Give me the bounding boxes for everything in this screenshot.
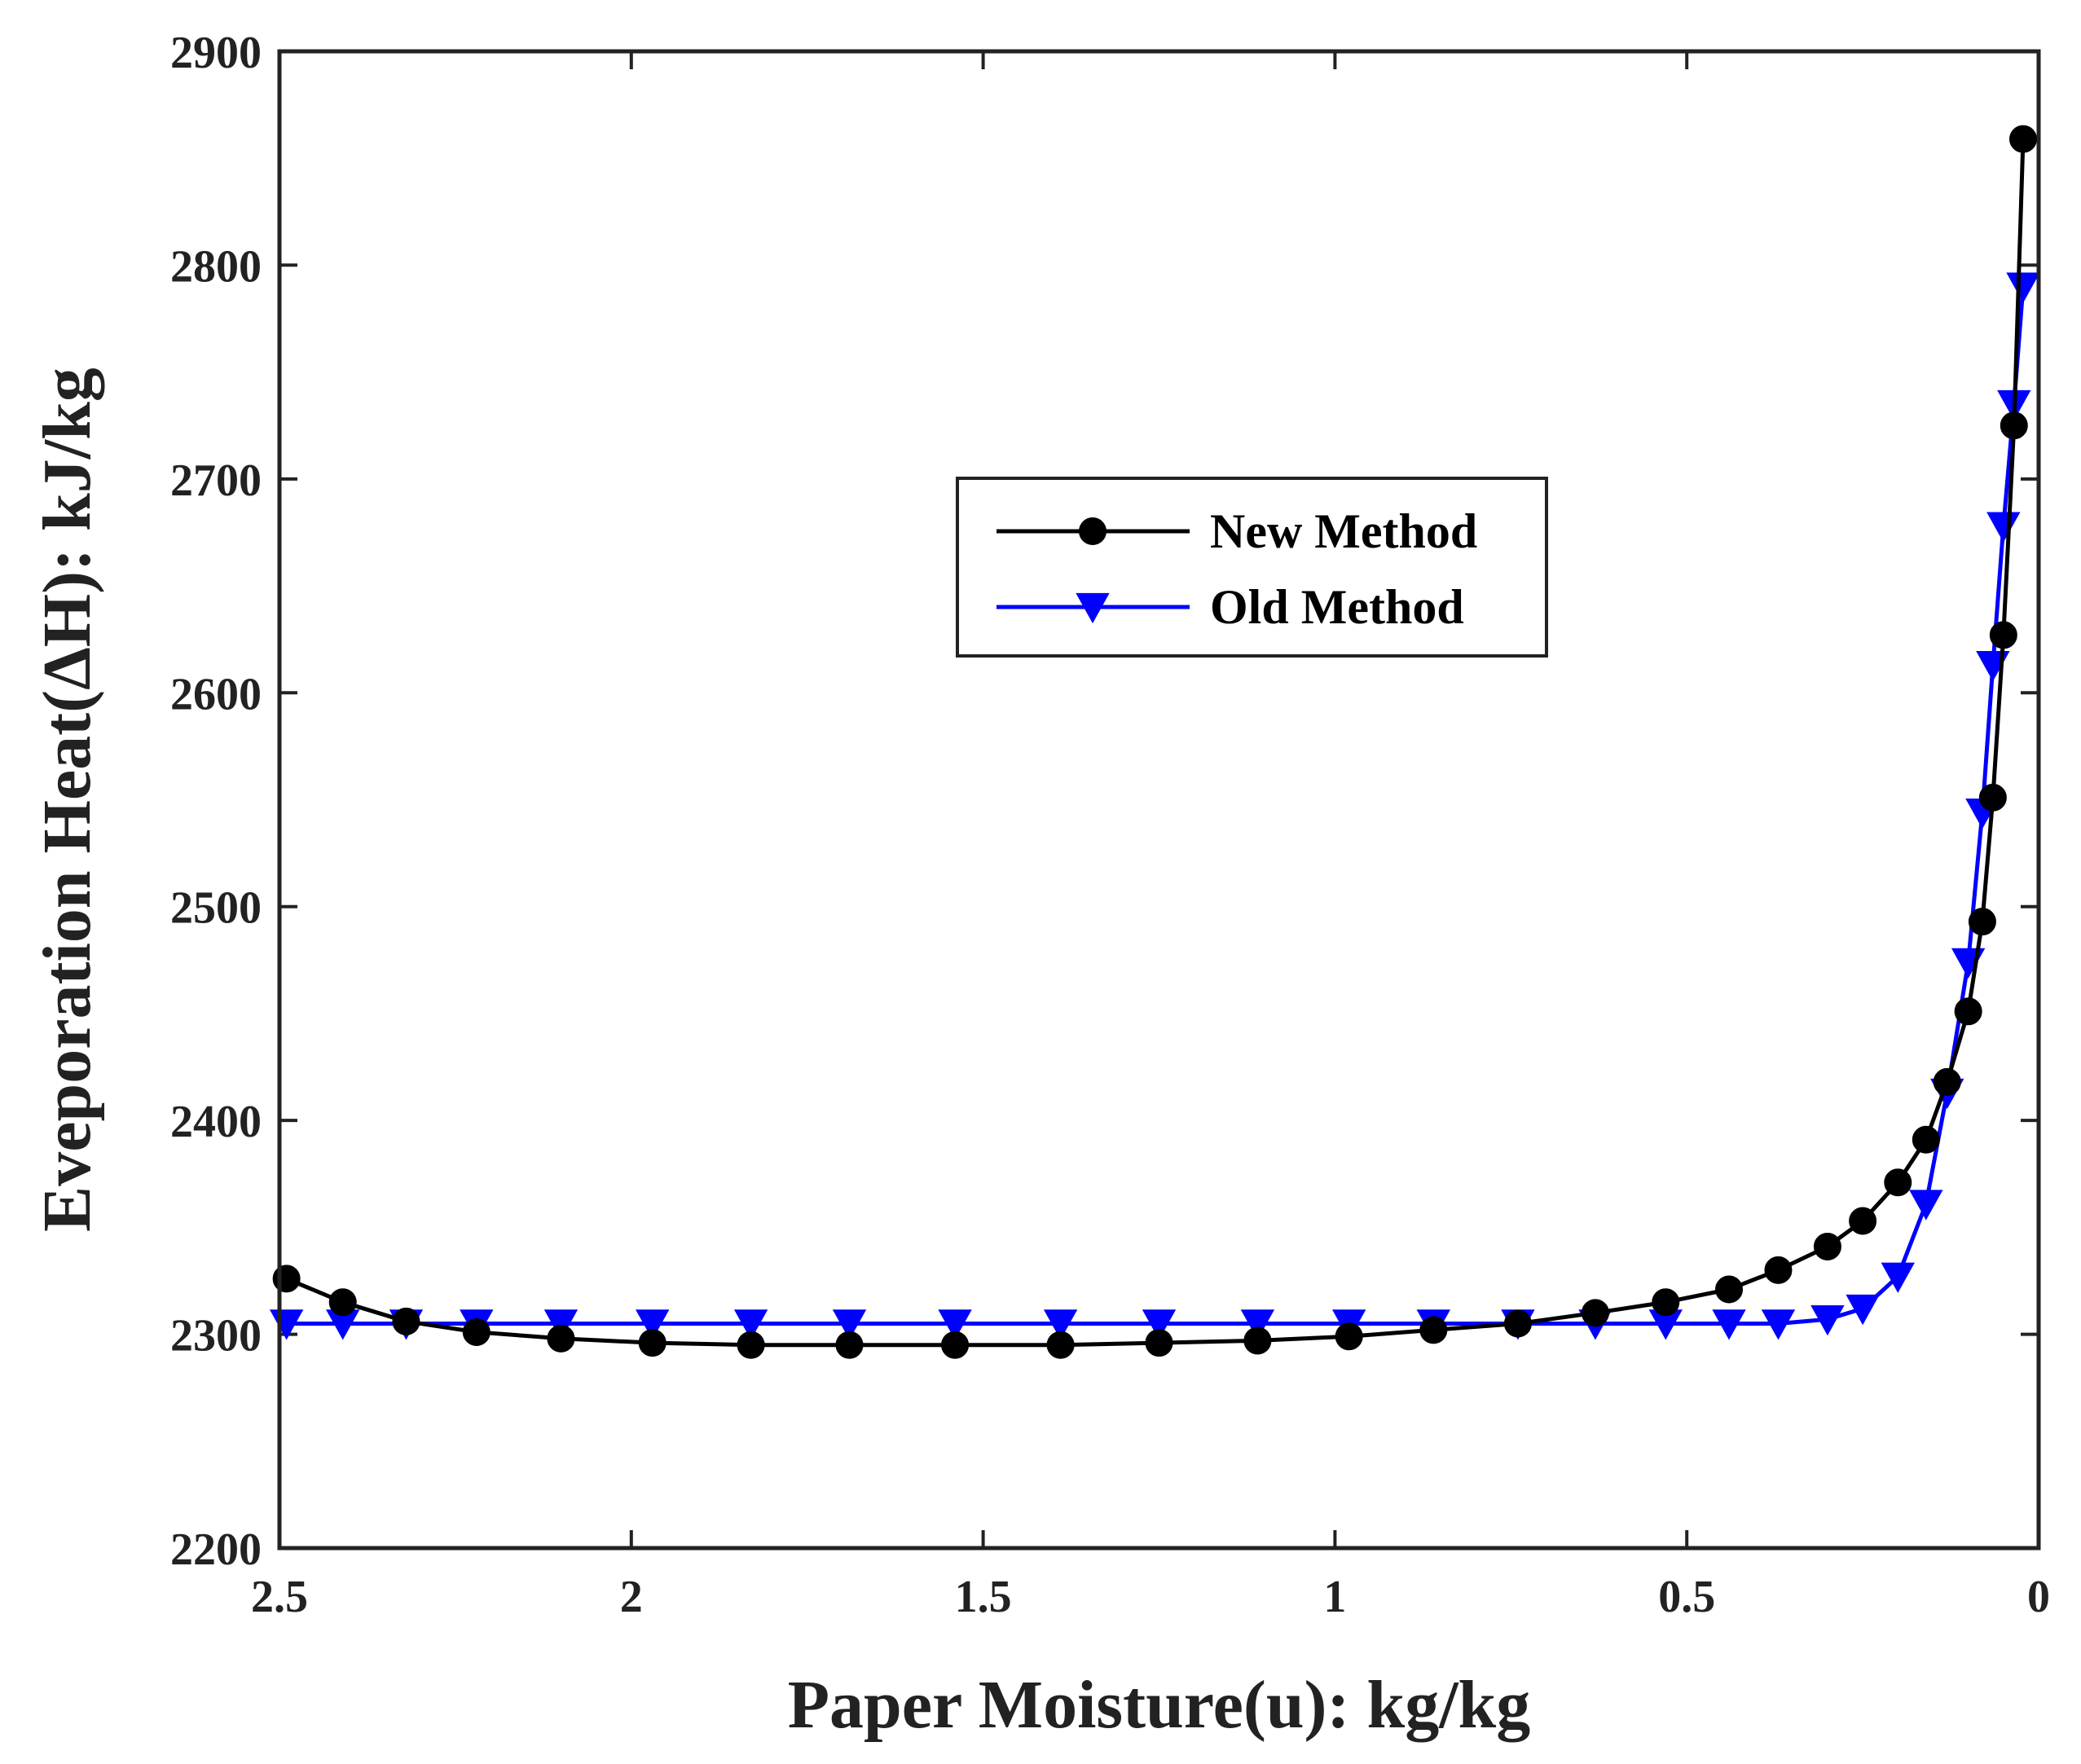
data-point-new-method bbox=[835, 1331, 864, 1359]
y-tick-label: 2400 bbox=[170, 1097, 262, 1147]
data-point-new-method bbox=[1933, 1067, 1961, 1096]
y-tick-label: 2800 bbox=[170, 241, 262, 292]
series-line-old-method bbox=[286, 286, 2026, 1326]
series-line-new-method bbox=[285, 139, 2026, 1348]
x-tick-label: 2.5 bbox=[251, 1572, 308, 1622]
data-point-new-method bbox=[1046, 1331, 1075, 1359]
data-point-old-method bbox=[1712, 1309, 1746, 1340]
y-tick-label: 2300 bbox=[170, 1311, 262, 1361]
data-point-new-method bbox=[392, 1307, 420, 1335]
data-point-old-method bbox=[1043, 1309, 1078, 1340]
axes-layer: 2.5 2 1.5 1 0.5 0 2200 2300 2400 2500 2600 2700 2800… bbox=[170, 28, 2050, 1622]
data-point-new-method bbox=[462, 1318, 491, 1346]
data-point-old-method bbox=[543, 1309, 579, 1340]
y-tick-label: 2500 bbox=[170, 883, 262, 934]
data-point-old-method bbox=[733, 1309, 768, 1340]
data-point-new-method bbox=[2000, 411, 2028, 440]
data-point-new-method bbox=[328, 1288, 357, 1317]
data-point-old-method bbox=[938, 1309, 972, 1340]
data-point-old-method bbox=[832, 1309, 867, 1340]
data-point-new-method bbox=[1145, 1329, 1173, 1357]
data-point-new-method bbox=[1989, 621, 2017, 649]
x-axis-label: Paper Moisture(u): kg/kg bbox=[788, 1667, 1531, 1743]
data-point-old-method bbox=[1761, 1309, 1796, 1340]
plot-frame bbox=[277, 49, 2041, 1551]
data-point-old-method bbox=[1909, 1190, 1943, 1221]
legend-label-old-method: Old Method bbox=[1210, 580, 1464, 634]
data-point-old-method bbox=[2006, 272, 2040, 303]
y-tick-label: 2200 bbox=[170, 1524, 262, 1575]
data-point-new-method bbox=[1243, 1326, 1272, 1355]
legend-marker-old-method bbox=[1076, 592, 1110, 624]
data-point-new-method bbox=[1581, 1299, 1609, 1327]
data-point-new-method bbox=[1764, 1256, 1793, 1284]
y-tick-label: 2700 bbox=[170, 455, 262, 506]
data-point-new-method bbox=[1503, 1309, 1532, 1338]
data-point-new-method bbox=[941, 1331, 970, 1359]
legend-marker-new-method bbox=[1079, 517, 1106, 545]
data-point-old-method bbox=[636, 1309, 670, 1340]
y-axis-label: Eveporation Heat(ΔH): kJ/kg bbox=[29, 367, 105, 1232]
series-new-method bbox=[272, 125, 2038, 1359]
x-tick-label: 0 bbox=[2027, 1572, 2050, 1622]
series-layer bbox=[269, 125, 2040, 1359]
data-point-new-method bbox=[1652, 1288, 1680, 1317]
x-tick-label: 0.5 bbox=[1658, 1572, 1715, 1622]
x-tick-label: 2 bbox=[620, 1572, 643, 1622]
y-tick-label: 2900 bbox=[170, 28, 262, 78]
y-tick-label: 2600 bbox=[170, 669, 262, 719]
x-tick-label: 1.5 bbox=[955, 1572, 1012, 1622]
data-point-old-method bbox=[1846, 1294, 1880, 1326]
data-point-new-method bbox=[547, 1324, 575, 1353]
data-point-new-method bbox=[1715, 1275, 1744, 1304]
data-point-new-method bbox=[272, 1265, 301, 1293]
data-point-old-method bbox=[1881, 1262, 1915, 1293]
data-point-new-method bbox=[737, 1331, 765, 1359]
data-point-new-method bbox=[1884, 1168, 1912, 1197]
data-point-new-method bbox=[1849, 1207, 1877, 1235]
data-point-old-method bbox=[1240, 1309, 1275, 1340]
data-point-new-method bbox=[638, 1329, 667, 1357]
data-point-new-method bbox=[1954, 997, 1982, 1026]
data-point-new-method bbox=[1912, 1125, 1940, 1154]
legend-label-new-method: New Method bbox=[1210, 504, 1477, 558]
data-point-new-method bbox=[1978, 783, 2007, 812]
legend-box bbox=[956, 477, 1548, 658]
data-point-new-method bbox=[2009, 125, 2038, 153]
x-tick-label: 1 bbox=[1323, 1572, 1346, 1622]
data-point-new-method bbox=[1813, 1232, 1841, 1260]
legend: New Method Old Method bbox=[956, 477, 1548, 658]
data-point-new-method bbox=[1968, 908, 1996, 936]
data-point-old-method bbox=[1810, 1305, 1845, 1336]
data-point-new-method bbox=[1419, 1316, 1448, 1344]
data-point-old-method bbox=[1142, 1309, 1177, 1340]
data-point-new-method bbox=[1335, 1322, 1363, 1351]
series-old-method bbox=[269, 272, 2040, 1340]
